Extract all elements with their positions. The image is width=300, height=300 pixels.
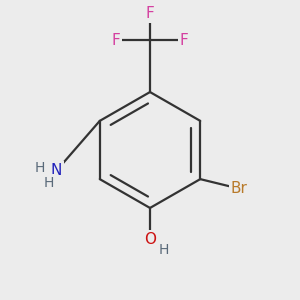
Text: F: F xyxy=(111,32,120,47)
Text: N: N xyxy=(51,163,62,178)
Text: H: H xyxy=(159,243,169,256)
Text: F: F xyxy=(146,6,154,21)
Text: Br: Br xyxy=(231,181,248,196)
Text: H: H xyxy=(44,176,54,190)
Text: O: O xyxy=(144,232,156,247)
Text: F: F xyxy=(180,32,189,47)
Text: H: H xyxy=(35,161,45,175)
